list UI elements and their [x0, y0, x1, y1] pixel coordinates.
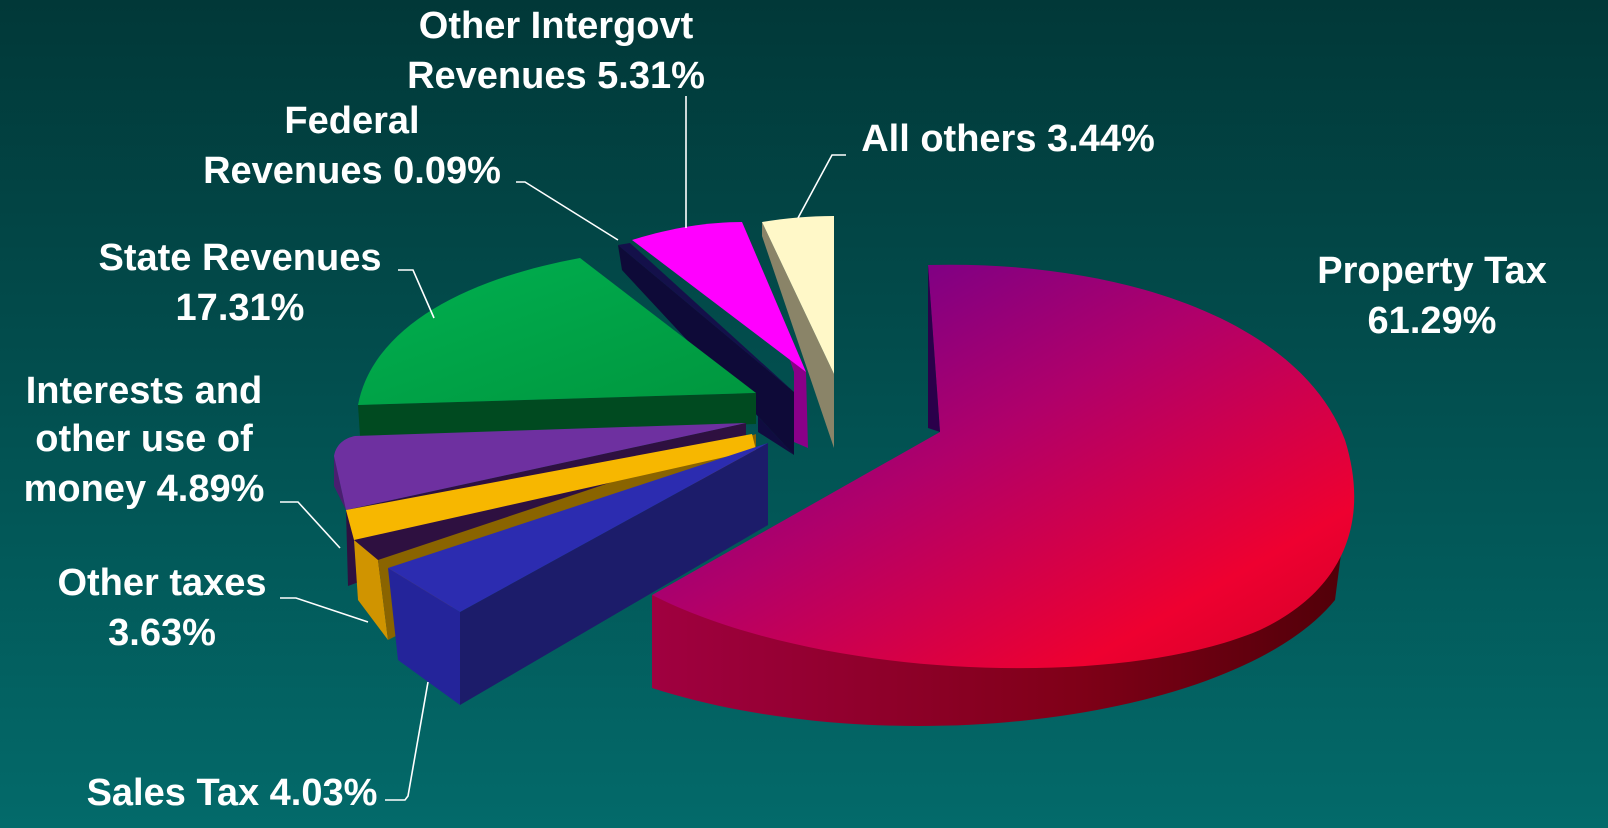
- label-property-tax: Property Tax 61.29%: [1317, 250, 1546, 342]
- slice-sales-tax-side: [460, 443, 768, 705]
- label-sales-tax-line: Sales Tax 4.03%: [87, 772, 378, 814]
- leader-all-others: [797, 154, 846, 219]
- label-federal-revenues-line: Federal: [284, 100, 419, 142]
- label-state-revenues-line: State Revenues: [98, 237, 381, 279]
- label-state-revenues-line: 17.31%: [176, 287, 305, 329]
- slice-other-taxes-top: [346, 434, 756, 540]
- slice-federal-revenues-top: [618, 243, 794, 392]
- label-interests-and-other-use-of-money-line: money 4.89%: [24, 468, 265, 510]
- label-all-others: All others 3.44%: [861, 118, 1155, 160]
- slice-state-revenues-side: [358, 393, 756, 436]
- label-other-taxes: Other taxes 3.63%: [57, 562, 266, 654]
- label-other-taxes-line: Other taxes: [57, 562, 266, 604]
- slice-state-revenues: [358, 258, 756, 436]
- slice-other-intergovt-revenues: [632, 222, 808, 448]
- slice-other-taxes-inner-side: [354, 540, 388, 640]
- label-other-intergovt-revenues: Other Intergovt Revenues 5.31%: [407, 5, 705, 97]
- slice-property-tax-top: [652, 264, 1355, 669]
- label-property-tax-line: Property Tax: [1317, 250, 1546, 292]
- leader-federal-revenues: [516, 181, 619, 241]
- slice-other-intergovt-revenues-side: [742, 222, 808, 448]
- slice-property-tax: [652, 264, 1355, 727]
- pie-slices: [334, 216, 1355, 727]
- slice-property-tax-edge: [928, 265, 940, 432]
- leader-lines: [280, 96, 846, 801]
- slice-interests-and-other-use-of-money-top: [334, 423, 746, 510]
- leader-sales-tax: [385, 681, 429, 801]
- slice-other-intergovt-revenues-top: [632, 222, 806, 372]
- label-federal-revenues-line: Revenues 0.09%: [203, 150, 501, 192]
- slice-property-tax-side: [652, 470, 1352, 727]
- label-other-taxes-line: 3.63%: [108, 612, 216, 654]
- leader-state-revenues: [398, 269, 435, 319]
- slice-all-others: [762, 216, 834, 448]
- slice-all-others-top: [762, 216, 834, 374]
- slice-sales-tax-top: [388, 443, 768, 612]
- slice-state-revenues-top: [358, 258, 756, 405]
- slice-all-others-side: [762, 222, 834, 448]
- label-federal-revenues: Federal Revenues 0.09%: [203, 100, 501, 192]
- label-other-intergovt-revenues-line: Revenues 5.31%: [407, 55, 705, 97]
- leader-interests-and-other-use-of-money: [280, 501, 341, 549]
- label-interests-and-other-use-of-money-line: Interests and: [26, 370, 263, 412]
- label-all-others-line: All others 3.44%: [861, 118, 1155, 160]
- slice-labels: Property Tax 61.29% Sales Tax 4.03% Other t…: [24, 5, 1547, 814]
- label-property-tax-line: 61.29%: [1368, 300, 1497, 342]
- label-interests-and-other-use-of-money-line: other use of: [35, 418, 253, 460]
- label-state-revenues: State Revenues 17.31%: [98, 237, 381, 329]
- slice-sales-tax-inner-side: [388, 568, 460, 705]
- label-interests-and-other-use-of-money: Interests and other use of money 4.89%: [24, 370, 265, 510]
- label-sales-tax: Sales Tax 4.03%: [87, 772, 378, 814]
- leader-other-taxes: [280, 597, 369, 623]
- slice-sales-tax: [388, 443, 768, 705]
- label-other-intergovt-revenues-line: Other Intergovt: [419, 5, 694, 47]
